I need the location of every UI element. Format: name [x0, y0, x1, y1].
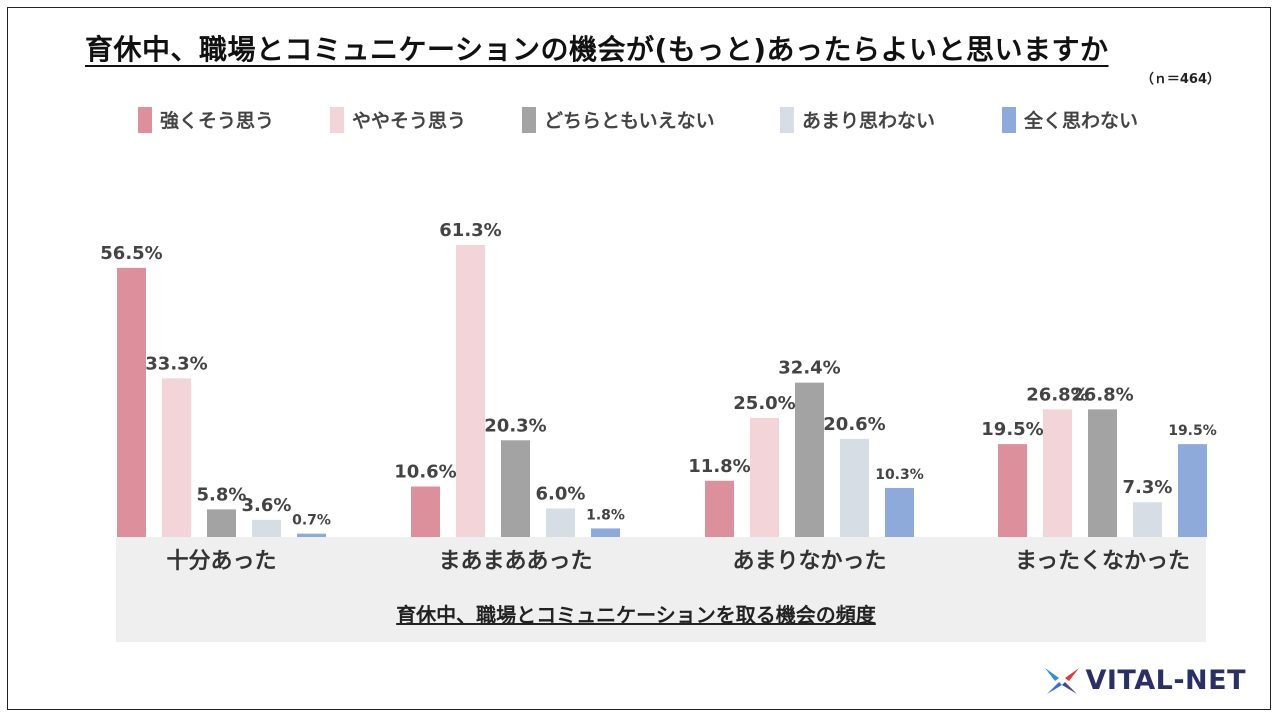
- category-label: 十分あった: [166, 549, 276, 574]
- bar: [795, 382, 824, 537]
- legend-label: どちらともいえない: [544, 110, 715, 132]
- bar: [705, 480, 734, 537]
- legend-label: 強くそう思う: [160, 110, 275, 132]
- data-label: 5.8%: [197, 484, 247, 505]
- x-axis-title: 育休中、職場とコミュニケーションを取る機会の頻度: [396, 603, 877, 627]
- legend-swatch: [1002, 106, 1016, 133]
- legend-item: 強くそう思う: [138, 106, 330, 133]
- legend-swatch: [522, 106, 536, 133]
- category-label: まったくなかった: [1015, 549, 1190, 574]
- bar: [501, 440, 530, 537]
- bar: [546, 508, 575, 537]
- bar: [591, 528, 620, 537]
- bar: [411, 486, 440, 537]
- data-label: 3.6%: [242, 495, 292, 516]
- vital-net-logo: VITAL-NET: [1043, 664, 1246, 696]
- data-label: 26.8%: [1071, 384, 1133, 405]
- data-label: 0.7%: [292, 513, 331, 529]
- data-label: 33.3%: [145, 353, 207, 374]
- bar: [207, 509, 236, 537]
- data-label: 10.6%: [394, 462, 456, 483]
- chart-title: 育休中、職場とコミュニケーションの機会が(もっと)あったらよいと思いますか: [85, 33, 1109, 66]
- bar: [117, 267, 146, 537]
- legend-swatch: [330, 106, 344, 133]
- data-label: 1.8%: [586, 507, 625, 523]
- x-axis-band: [116, 537, 1206, 642]
- data-label: 19.5%: [1168, 423, 1217, 439]
- bar: [162, 378, 191, 537]
- legend-item: あまり思わない: [780, 106, 1002, 133]
- legend-item: ややそう思う: [330, 106, 522, 133]
- legend-item: どちらともいえない: [522, 106, 780, 133]
- data-label: 19.5%: [981, 419, 1043, 440]
- legend-swatch: [138, 106, 152, 133]
- bar: [998, 444, 1027, 537]
- legend-label: 全く思わない: [1024, 110, 1139, 132]
- data-label: 20.6%: [823, 414, 885, 435]
- vital-net-logo-icon: [1045, 668, 1080, 694]
- bar: [1178, 444, 1207, 537]
- bar: [750, 417, 779, 537]
- data-label: 56.5%: [100, 243, 162, 264]
- bar: [885, 487, 914, 537]
- logo-text: VITAL-NET: [1085, 664, 1246, 696]
- bar: [1043, 409, 1072, 537]
- legend: 強くそう思う ややそう思う どちらともいえない あまり思わない 全く思わない: [138, 106, 1172, 133]
- data-label: 7.3%: [1123, 477, 1173, 498]
- bar: [252, 519, 281, 537]
- bar: [840, 438, 869, 537]
- data-label: 6.0%: [536, 483, 586, 504]
- data-label: 20.3%: [484, 415, 546, 436]
- data-label: 10.3%: [875, 467, 924, 483]
- data-label: 26.8%: [1026, 384, 1088, 405]
- legend-swatch: [780, 106, 794, 133]
- legend-item: 全く思わない: [1002, 106, 1172, 133]
- data-label: 11.8%: [688, 456, 750, 477]
- data-label: 61.3%: [439, 220, 501, 241]
- bar: [456, 245, 485, 537]
- legend-label: ややそう思う: [352, 110, 467, 132]
- data-label: 25.0%: [733, 393, 795, 414]
- legend-label: あまり思わない: [802, 110, 936, 132]
- bar: [1133, 502, 1162, 537]
- bar: [297, 533, 326, 537]
- chart-frame: [7, 7, 1271, 710]
- bar: [1088, 409, 1117, 537]
- data-label: 32.4%: [778, 358, 840, 379]
- category-label: あまりなかった: [732, 549, 886, 574]
- sample-size: （ｎ＝464）: [1140, 72, 1220, 87]
- category-label: まあまああった: [438, 549, 592, 574]
